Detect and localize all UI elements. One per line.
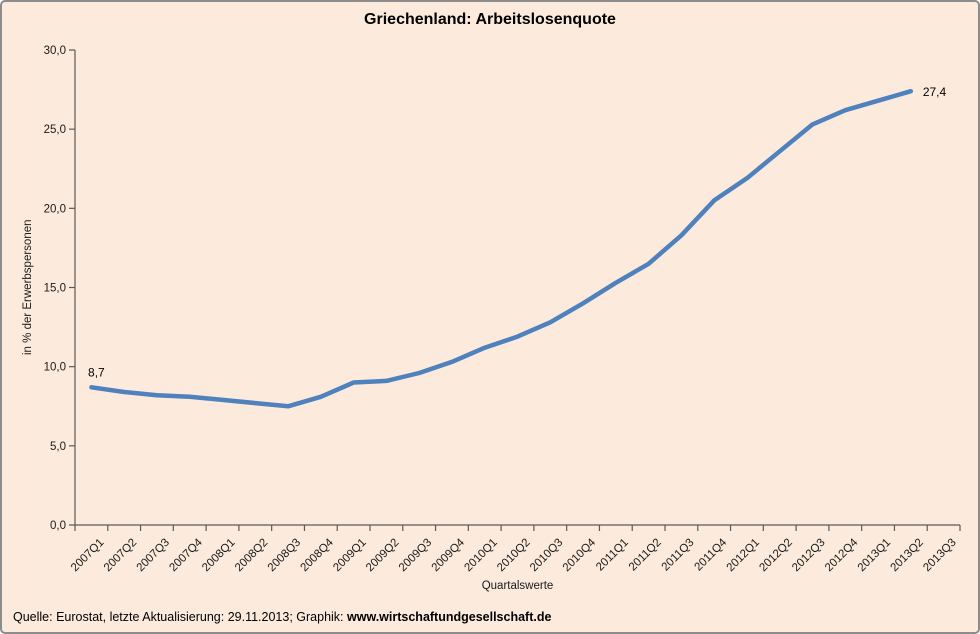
- x-axis-title: Quartalswerte: [481, 580, 554, 592]
- x-tick-label: 2012Q1: [725, 537, 762, 574]
- x-tick-label: 2009Q3: [397, 537, 434, 574]
- x-tick-label: 2007Q1: [69, 537, 106, 574]
- x-tick-label: 2008Q2: [233, 537, 270, 574]
- x-tick-label: 2009Q4: [430, 536, 468, 574]
- source-text: Quelle: Eurostat, letzte Aktualisierung:…: [13, 610, 347, 624]
- chart-title: Griechenland: Arbeitslosenquote: [364, 11, 616, 28]
- y-tick-label: 5,0: [50, 441, 66, 453]
- x-tick-label: 2010Q2: [495, 537, 532, 574]
- x-tick-label: 2011Q4: [692, 536, 729, 573]
- y-tick-label: 10,0: [44, 362, 66, 374]
- x-tick-label: 2012Q3: [790, 537, 827, 574]
- x-tick-label: 2012Q4: [823, 536, 861, 574]
- x-tick-label: 2008Q3: [266, 537, 303, 574]
- x-tick-label: 2009Q1: [331, 537, 368, 574]
- y-tick-label: 0,0: [50, 520, 66, 532]
- x-tick-label: 2013Q3: [921, 537, 958, 574]
- x-tick-label: 2007Q2: [102, 537, 139, 574]
- x-tick-label: 2010Q3: [528, 537, 565, 574]
- x-tick-label: 2008Q4: [299, 536, 337, 574]
- x-tick-label: 2008Q1: [200, 537, 237, 574]
- y-tick-label: 15,0: [44, 283, 66, 295]
- y-tick-label: 30,0: [44, 45, 66, 57]
- x-tick-label: 2011Q2: [627, 537, 664, 574]
- x-tick-label: 2010Q4: [561, 536, 599, 574]
- data-label: 27,4: [923, 85, 947, 99]
- x-tick-label: 2010Q1: [462, 537, 499, 574]
- x-tick-label: 2009Q2: [364, 537, 401, 574]
- x-tick-label: 2011Q3: [660, 537, 697, 574]
- source-url: www.wirtschaftundgesellschaft.de: [347, 610, 552, 624]
- y-tick-label: 20,0: [44, 203, 66, 215]
- x-tick-label: 2011Q1: [594, 537, 631, 574]
- y-tick-label: 25,0: [44, 124, 66, 136]
- x-tick-label: 2013Q1: [856, 537, 893, 574]
- data-label: 8,7: [88, 365, 105, 379]
- x-tick-label: 2012Q2: [757, 537, 794, 574]
- source-note: Quelle: Eurostat, letzte Aktualisierung:…: [13, 610, 963, 624]
- unemployment-line: [89, 88, 914, 409]
- x-tick-label: 2007Q3: [135, 537, 172, 574]
- x-tick-label: 2007Q4: [167, 536, 205, 574]
- x-tick-label: 2013Q2: [889, 537, 926, 574]
